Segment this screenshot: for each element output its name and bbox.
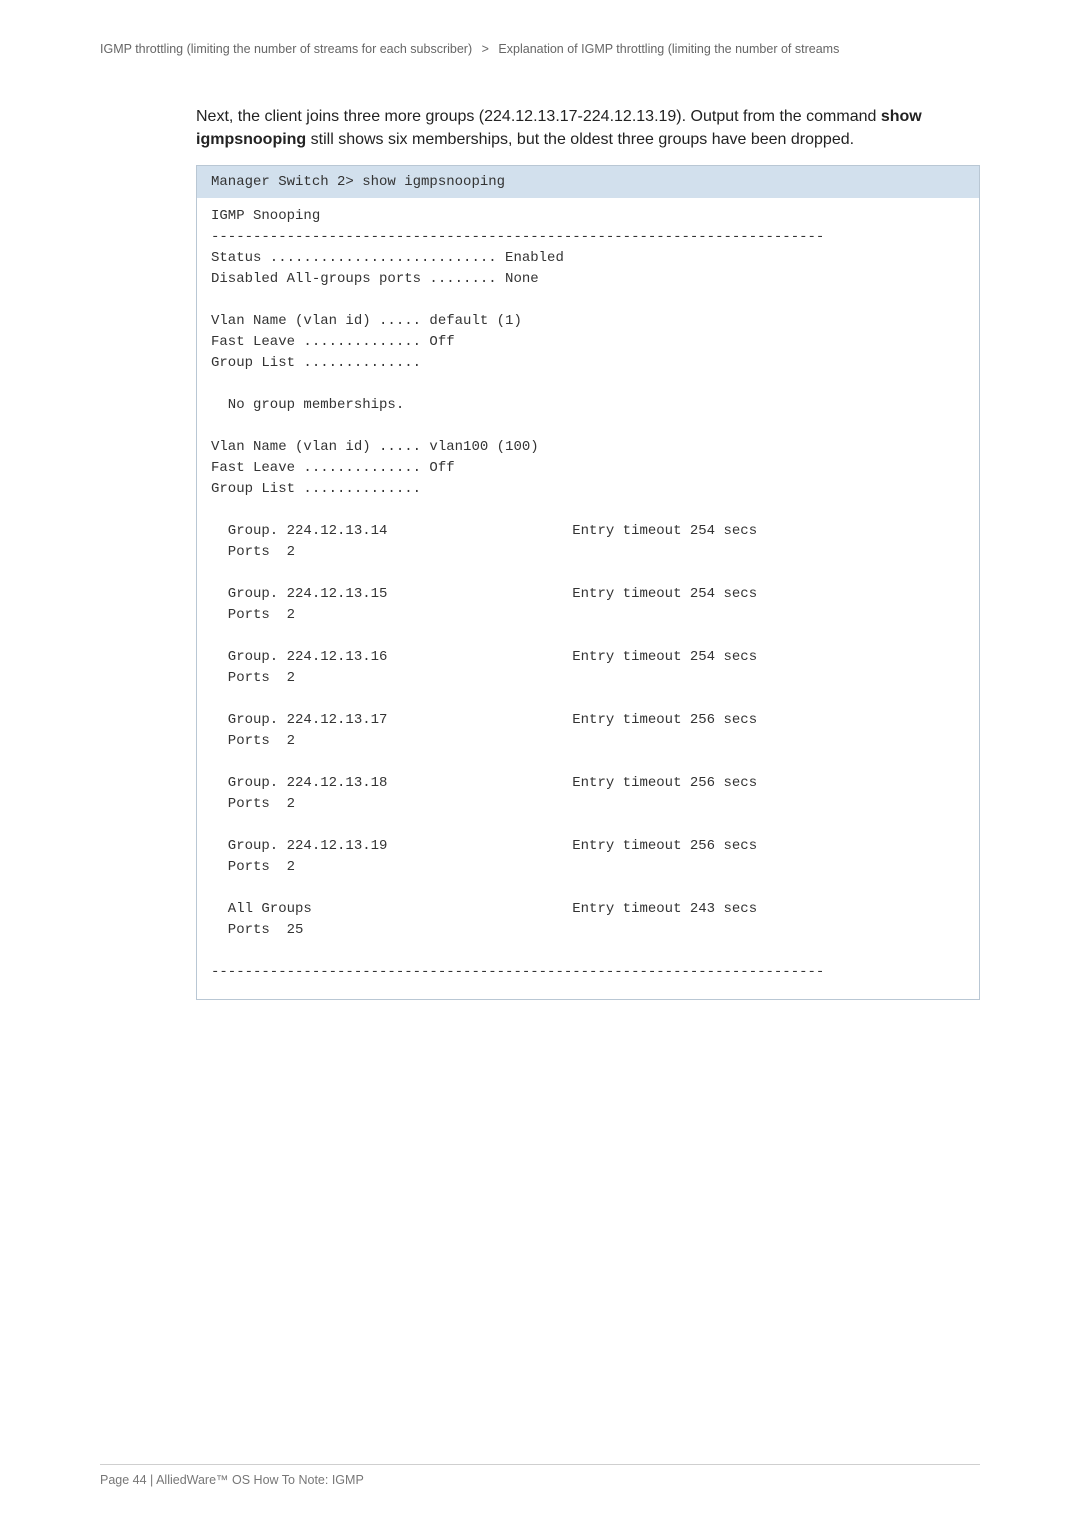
terminal-group-1: Group. 224.12.13.14 Entry timeout 254 se… xyxy=(211,523,757,539)
terminal-group-4: Group. 224.12.13.17 Entry timeout 256 se… xyxy=(211,712,757,728)
footer-text: Page 44 | AlliedWare™ OS How To Note: IG… xyxy=(100,1473,364,1487)
terminal-rule: ----------------------------------------… xyxy=(211,229,824,245)
terminal-group-5-ports: Ports 2 xyxy=(211,796,295,812)
terminal-group-4-ports: Ports 2 xyxy=(211,733,295,749)
terminal-group-1-ports: Ports 2 xyxy=(211,544,295,560)
paragraph-pre: Next, the client joins three more groups… xyxy=(196,108,881,125)
terminal-vlan1-fastleave: Fast Leave .............. Off xyxy=(211,334,455,350)
terminal-group-2-ports: Ports 2 xyxy=(211,607,295,623)
breadcrumb-separator: > xyxy=(482,42,489,56)
terminal-group-6: Group. 224.12.13.19 Entry timeout 256 se… xyxy=(211,838,757,854)
terminal-group-6-ports: Ports 2 xyxy=(211,859,295,875)
terminal-disabled-ports: Disabled All-groups ports ........ None xyxy=(211,271,539,287)
terminal-no-memberships: No group memberships. xyxy=(211,397,404,413)
breadcrumb: IGMP throttling (limiting the number of … xyxy=(100,42,1020,56)
terminal-title: IGMP Snooping xyxy=(211,208,320,224)
terminal-group-3: Group. 224.12.13.16 Entry timeout 254 se… xyxy=(211,649,757,665)
breadcrumb-part-2: Explanation of IGMP throttling (limiting… xyxy=(498,42,839,56)
page-footer: Page 44 | AlliedWare™ OS How To Note: IG… xyxy=(100,1464,980,1487)
terminal-output: Manager Switch 2> show igmpsnooping IGMP… xyxy=(196,165,980,1000)
terminal-rule-end: ----------------------------------------… xyxy=(211,964,824,980)
terminal-all-groups-ports: Ports 25 xyxy=(211,922,303,938)
terminal-status: Status ........................... Enabl… xyxy=(211,250,564,266)
terminal-vlan2-fastleave: Fast Leave .............. Off xyxy=(211,460,455,476)
main-content: Next, the client joins three more groups… xyxy=(196,105,980,1000)
intro-paragraph: Next, the client joins three more groups… xyxy=(196,105,980,151)
paragraph-post: still shows six memberships, but the old… xyxy=(306,131,854,148)
terminal-vlan1-name: Vlan Name (vlan id) ..... default (1) xyxy=(211,313,522,329)
terminal-command-line: Manager Switch 2> show igmpsnooping xyxy=(197,166,979,198)
terminal-vlan2-grouplist: Group List .............. xyxy=(211,481,421,497)
terminal-vlan1-grouplist: Group List .............. xyxy=(211,355,421,371)
terminal-group-5: Group. 224.12.13.18 Entry timeout 256 se… xyxy=(211,775,757,791)
terminal-all-groups: All Groups Entry timeout 243 secs xyxy=(211,901,757,917)
terminal-group-2: Group. 224.12.13.15 Entry timeout 254 se… xyxy=(211,586,757,602)
terminal-body: IGMP Snooping --------------------------… xyxy=(197,198,979,995)
terminal-group-3-ports: Ports 2 xyxy=(211,670,295,686)
breadcrumb-part-1: IGMP throttling (limiting the number of … xyxy=(100,42,472,56)
terminal-vlan2-name: Vlan Name (vlan id) ..... vlan100 (100) xyxy=(211,439,539,455)
